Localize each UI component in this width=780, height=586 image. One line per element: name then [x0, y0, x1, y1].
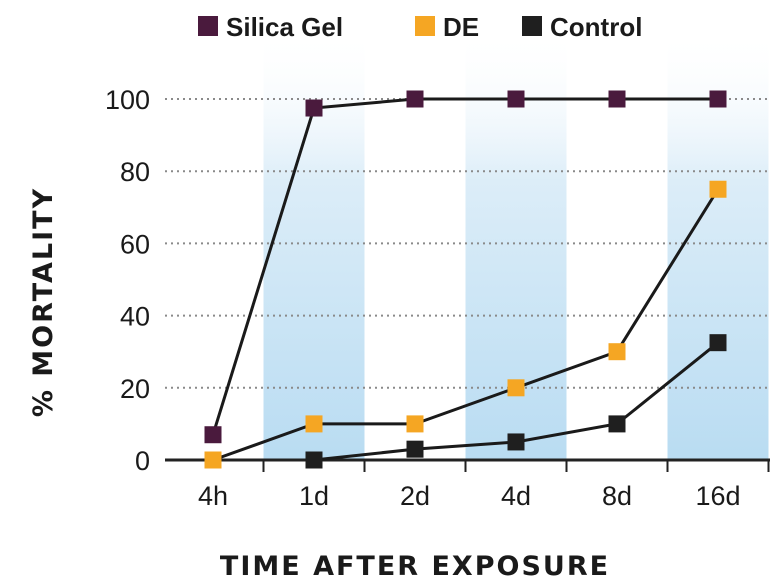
- point-de-4d: [507, 379, 525, 397]
- band-1d: [263, 30, 365, 460]
- x-axis: 4h 1d 2d 4d 8d 16d: [165, 458, 770, 511]
- point-de-1d: [305, 415, 323, 433]
- x-tick-label-16d: 16d: [695, 481, 740, 511]
- y-tick-label-80: 80: [120, 157, 150, 187]
- x-tick-label-4h: 4h: [198, 481, 228, 511]
- point-control-2d: [406, 440, 424, 458]
- point-silica-gel-2d: [406, 90, 424, 108]
- point-de-4h: [204, 451, 222, 469]
- point-de-8d: [608, 343, 626, 361]
- point-silica-gel-4h: [204, 426, 222, 444]
- point-control-1d: [305, 451, 323, 469]
- legend-swatch-silica-gel: [198, 16, 218, 36]
- legend: Silica Gel DE Control: [198, 12, 642, 42]
- x-tick-label-2d: 2d: [400, 481, 430, 511]
- point-silica-gel-1d: [305, 99, 323, 117]
- series-line-de: [212, 188, 720, 462]
- y-tick-label-40: 40: [120, 302, 150, 332]
- y-tick-label-20: 20: [120, 374, 150, 404]
- point-de-16d: [709, 180, 727, 198]
- point-control-4d: [507, 433, 525, 451]
- series-group: [204, 90, 727, 469]
- legend-label-control: Control: [550, 12, 642, 42]
- point-control-16d: [709, 334, 727, 352]
- legend-swatch-de: [415, 16, 435, 36]
- x-axis-title: TIME AFTER EXPOSURE: [220, 551, 610, 582]
- x-tick-label-4d: 4d: [501, 481, 531, 511]
- y-tick-label-0: 0: [135, 446, 150, 476]
- x-tick-label-1d: 1d: [299, 481, 329, 511]
- point-silica-gel-8d: [608, 90, 626, 108]
- point-de-2d: [406, 415, 424, 433]
- legend-label-silica-gel: Silica Gel: [226, 12, 343, 42]
- y-axis: 0 20 40 60 80 100: [105, 85, 150, 476]
- y-tick-label-100: 100: [105, 85, 150, 115]
- legend-swatch-control: [522, 16, 542, 36]
- y-axis-title: % MORTALITY: [28, 187, 59, 417]
- point-silica-gel-16d: [709, 90, 727, 108]
- y-tick-label-60: 60: [120, 229, 150, 259]
- x-tick-label-8d: 8d: [602, 481, 632, 511]
- point-silica-gel-4d: [507, 90, 525, 108]
- legend-label-de: DE: [443, 12, 479, 42]
- series-line-silica-gel: [211, 97, 718, 436]
- point-control-8d: [608, 415, 626, 433]
